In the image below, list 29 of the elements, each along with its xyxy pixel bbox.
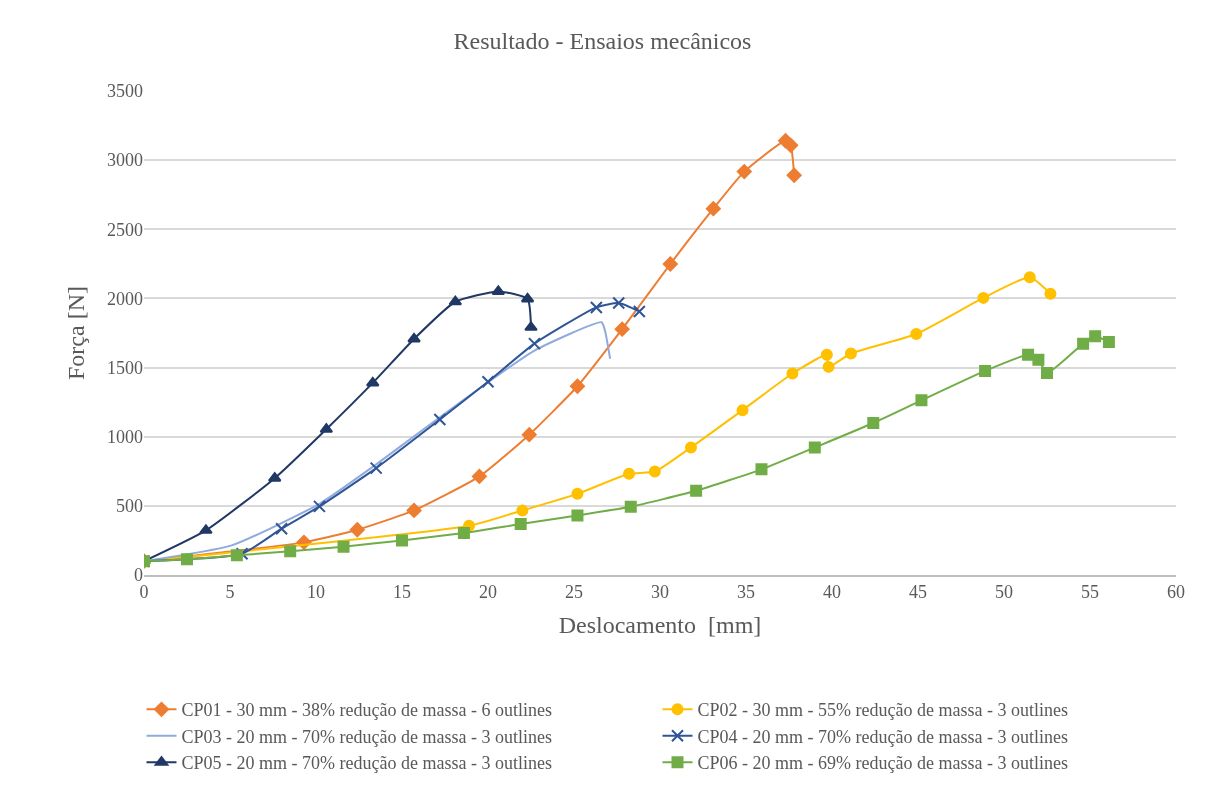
x-tick-label: 45: [909, 582, 927, 603]
y-tick-label: 3000: [107, 150, 143, 171]
y-tick-label: 0: [134, 565, 143, 586]
legend-label: CP01 - 30 mm - 38% redução de massa - 6 outlines: [181, 700, 552, 721]
x-tick-label: 50: [995, 582, 1013, 603]
legend-label: CP05 - 20 mm - 70% redução de massa - 3 outlines: [181, 753, 552, 774]
x-axis-title: Deslocamento [mm]: [558, 612, 762, 639]
chart-title: Resultado - Ensaios mecânicos: [453, 27, 752, 54]
x-tick-label: 5: [225, 582, 235, 603]
y-tick-label: 1000: [107, 427, 143, 448]
x-tick-label: 60: [1167, 582, 1185, 603]
x-tick-label: 55: [1081, 582, 1099, 603]
y-tick-label: 2000: [107, 288, 143, 309]
x-tick-label: 20: [479, 582, 497, 603]
legend-label: CP03 - 20 mm - 70% redução de massa - 3 outlines: [181, 726, 552, 747]
y-tick-label: 3500: [107, 81, 143, 102]
y-tick-label: 500: [116, 496, 143, 517]
x-tick-label: 25: [565, 582, 583, 603]
legend-label: CP06 - 20 mm - 69% redução de massa - 3 outlines: [697, 753, 1068, 774]
legend-label: CP02 - 30 mm - 55% redução de massa - 3 outlines: [697, 700, 1068, 721]
x-tick-label: 15: [393, 582, 411, 603]
y-axis-title: Força [N]: [63, 286, 90, 380]
y-tick-label: 2500: [107, 219, 143, 240]
x-tick-label: 30: [651, 582, 669, 603]
y-tick-label: 1500: [107, 357, 143, 378]
x-tick-label: 40: [823, 582, 841, 603]
x-tick-label: 35: [737, 582, 755, 603]
x-tick-label: 10: [307, 582, 325, 603]
legend-label: CP04 - 20 mm - 70% redução de massa - 3 outlines: [697, 726, 1068, 747]
